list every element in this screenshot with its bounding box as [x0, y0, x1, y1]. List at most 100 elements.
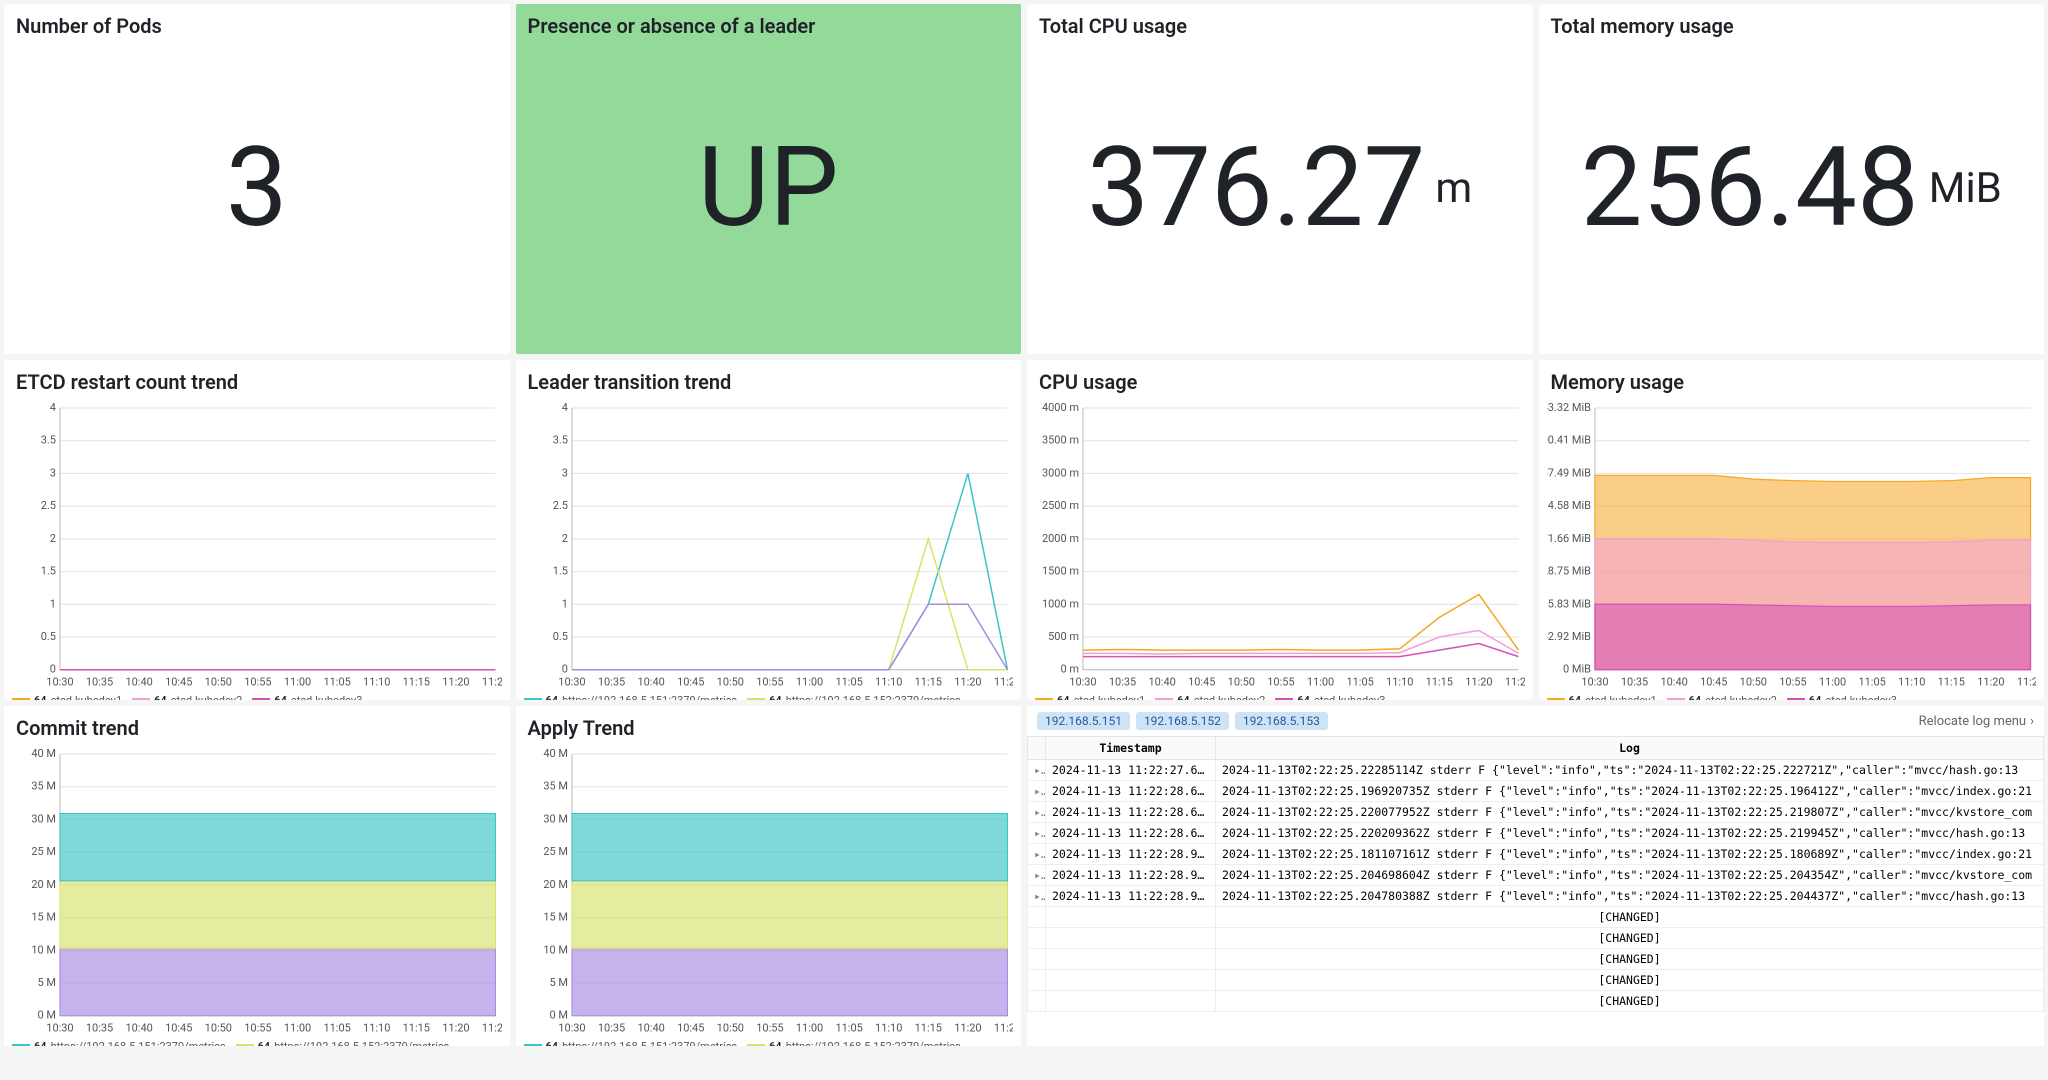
legend-count: 64 — [546, 1040, 559, 1046]
svg-text:0.5: 0.5 — [41, 630, 56, 643]
legend-item[interactable]: 64etcd-kubedev3 — [252, 694, 362, 700]
log-row-changed[interactable]: [CHANGED] — [1028, 991, 2044, 1012]
chart-commit[interactable]: 0 M5 M10 M15 M20 M25 M30 M35 M40 M10:301… — [12, 748, 502, 1036]
panel-memory-usage[interactable]: Memory usage 0 MiB42.92 MiB85.83 MiB128.… — [1539, 360, 2045, 700]
svg-text:0 M: 0 M — [37, 1009, 55, 1022]
svg-text:40 M: 40 M — [31, 748, 56, 760]
expand-row-icon[interactable]: ▸ — [1028, 760, 1046, 781]
svg-text:0 m: 0 m — [1060, 663, 1079, 676]
dashboard-grid: Number of Pods 3 Presence or absence of … — [4, 4, 2044, 1046]
log-row-changed[interactable]: [CHANGED] — [1028, 907, 2044, 928]
legend-item[interactable]: 64https://192.168.5.151:2379/metrics — [524, 1040, 738, 1046]
panel-total-cpu[interactable]: Total CPU usage 376.27 m — [1027, 4, 1533, 354]
svg-text:3: 3 — [50, 466, 56, 479]
panel-restart-trend[interactable]: ETCD restart count trend 00.511.522.533.… — [4, 360, 510, 700]
svg-text:10:55: 10:55 — [756, 676, 783, 689]
log-source-chip[interactable]: 192.168.5.153 — [1235, 712, 1328, 730]
svg-text:10:40: 10:40 — [637, 676, 664, 689]
chart-apply[interactable]: 0 M5 M10 M15 M20 M25 M30 M35 M40 M10:301… — [524, 748, 1014, 1036]
legend-label: https://192.168.5.151:2379/metrics — [51, 1040, 226, 1046]
legend-item[interactable]: 64https://192.168.5.152:2379/metrics — [747, 1040, 961, 1046]
legend: 64https://192.168.5.151:2379/metrics 64ht… — [516, 1036, 1022, 1046]
panel-commit-trend[interactable]: Commit trend 0 M5 M10 M15 M20 M25 M30 M3… — [4, 706, 510, 1046]
svg-text:20 M: 20 M — [543, 878, 568, 891]
log-timestamp: 2024-11-13 11:22:28.992 — [1046, 865, 1216, 886]
log-row[interactable]: ▸2024-11-13 11:22:28.6992024-11-13T02:22… — [1028, 781, 2044, 802]
svg-text:11:10: 11:10 — [875, 676, 902, 689]
panel-leader-transition[interactable]: Leader transition trend 00.511.522.533.5… — [516, 360, 1022, 700]
svg-text:35 M: 35 M — [31, 780, 56, 793]
chart-cpu-usage[interactable]: 0 m500 m1000 m1500 m2000 m2500 m3000 m35… — [1035, 402, 1525, 690]
legend-item[interactable]: 64etcd-kubedev1 — [12, 694, 122, 700]
svg-text:11:10: 11:10 — [363, 676, 390, 689]
svg-text:10:35: 10:35 — [597, 676, 624, 689]
panel-logs[interactable]: 192.168.5.151192.168.5.152192.168.5.153 … — [1027, 706, 2044, 1046]
log-row[interactable]: ▸2024-11-13 11:22:28.9922024-11-13T02:22… — [1028, 844, 2044, 865]
svg-text:2.5: 2.5 — [41, 499, 56, 512]
relocate-log-menu-button[interactable]: Relocate log menu › — [1919, 714, 2034, 729]
legend: 64https://192.168.5.151:2379/metrics 64ht… — [516, 690, 1022, 700]
log-ts-header[interactable]: Timestamp — [1046, 737, 1216, 760]
legend-item[interactable]: 64https://192.168.5.152:2379/metrics — [747, 694, 961, 700]
svg-text:11:15: 11:15 — [1426, 676, 1453, 689]
panel-apply-trend[interactable]: Apply Trend 0 M5 M10 M15 M20 M25 M30 M35… — [516, 706, 1022, 1046]
legend-item[interactable]: 64etcd-kubedev1 — [1035, 694, 1145, 700]
legend-item[interactable]: 64etcd-kubedev2 — [1155, 694, 1265, 700]
chart-restart[interactable]: 00.511.522.533.5410:3010:3510:4010:4510:… — [12, 402, 502, 690]
expand-row-icon[interactable]: ▸ — [1028, 844, 1046, 865]
log-row-changed[interactable]: [CHANGED] — [1028, 949, 2044, 970]
expand-row-icon[interactable]: ▸ — [1028, 802, 1046, 823]
log-log-header[interactable]: Log — [1216, 737, 2044, 760]
svg-text:11:25: 11:25 — [993, 676, 1013, 689]
log-expand-header — [1028, 737, 1046, 760]
log-changed-label: [CHANGED] — [1216, 970, 2044, 991]
legend-swatch — [1547, 698, 1565, 700]
legend-item[interactable]: 64https://192.168.5.152:2379/metrics — [236, 1040, 450, 1046]
expand-row-icon[interactable]: ▸ — [1028, 781, 1046, 802]
log-source-chip[interactable]: 192.168.5.151 — [1037, 712, 1130, 730]
panel-leader-presence[interactable]: Presence or absence of a leader UP — [516, 4, 1022, 354]
svg-text:10:40: 10:40 — [125, 676, 152, 689]
svg-text:11:10: 11:10 — [875, 1022, 902, 1035]
svg-text:10:35: 10:35 — [86, 676, 113, 689]
legend-count: 64 — [34, 1040, 47, 1046]
log-row-changed[interactable]: [CHANGED] — [1028, 928, 2044, 949]
legend-swatch — [12, 698, 30, 700]
log-row[interactable]: ▸2024-11-13 11:22:28.6992024-11-13T02:22… — [1028, 802, 2044, 823]
svg-text:0 MiB: 0 MiB — [1562, 663, 1590, 676]
panel-title: CPU usage — [1027, 360, 1533, 398]
svg-text:10:55: 10:55 — [1267, 676, 1294, 689]
legend-item[interactable]: 64 https://192.168.5.151:2379/metrics — [12, 1040, 226, 1046]
expand-row-icon[interactable]: ▸ — [1028, 886, 1046, 907]
legend-item[interactable]: 64etcd-kubedev1 — [1547, 694, 1657, 700]
expand-row-icon[interactable]: ▸ — [1028, 865, 1046, 886]
svg-text:10:50: 10:50 — [205, 676, 232, 689]
panel-title: Number of Pods — [4, 4, 510, 42]
svg-text:0: 0 — [561, 663, 567, 676]
panel-cpu-usage[interactable]: CPU usage 0 m500 m1000 m1500 m2000 m2500… — [1027, 360, 1533, 700]
panel-total-memory[interactable]: Total memory usage 256.48 MiB — [1539, 4, 2045, 354]
chart-memory-usage[interactable]: 0 MiB42.92 MiB85.83 MiB128.75 MiB171.66 … — [1547, 402, 2037, 690]
log-row[interactable]: ▸2024-11-13 11:22:28.6992024-11-13T02:22… — [1028, 823, 2044, 844]
legend-item[interactable]: 64https://192.168.5.151:2379/metrics — [524, 694, 738, 700]
legend-count: 64 — [1177, 694, 1190, 700]
legend-item[interactable]: 64etcd-kubedev2 — [1667, 694, 1777, 700]
svg-text:11:15: 11:15 — [403, 676, 430, 689]
svg-text:10:30: 10:30 — [46, 1022, 73, 1035]
legend-item[interactable]: 64etcd-kubedev3 — [1275, 694, 1385, 700]
log-row[interactable]: ▸2024-11-13 11:22:28.9922024-11-13T02:22… — [1028, 886, 2044, 907]
log-source-chip[interactable]: 192.168.5.152 — [1136, 712, 1229, 730]
svg-text:10:50: 10:50 — [1228, 676, 1255, 689]
expand-row-icon[interactable]: ▸ — [1028, 823, 1046, 844]
log-row[interactable]: ▸2024-11-13 11:22:28.9922024-11-13T02:22… — [1028, 865, 2044, 886]
legend-item[interactable]: 64etcd-kubedev3 — [1787, 694, 1897, 700]
svg-text:11:00: 11:00 — [795, 1022, 822, 1035]
log-row[interactable]: ▸2024-11-13 11:22:27.6792024-11-13T02:22… — [1028, 760, 2044, 781]
panel-number-of-pods[interactable]: Number of Pods 3 — [4, 4, 510, 354]
legend-item[interactable]: 64etcd-kubedev2 — [132, 694, 242, 700]
panel-title: ETCD restart count trend — [4, 360, 510, 398]
svg-text:11:20: 11:20 — [1465, 676, 1492, 689]
legend-count: 64 — [769, 694, 782, 700]
chart-leader-transition[interactable]: 00.511.522.533.5410:3010:3510:4010:4510:… — [524, 402, 1014, 690]
log-row-changed[interactable]: [CHANGED] — [1028, 970, 2044, 991]
